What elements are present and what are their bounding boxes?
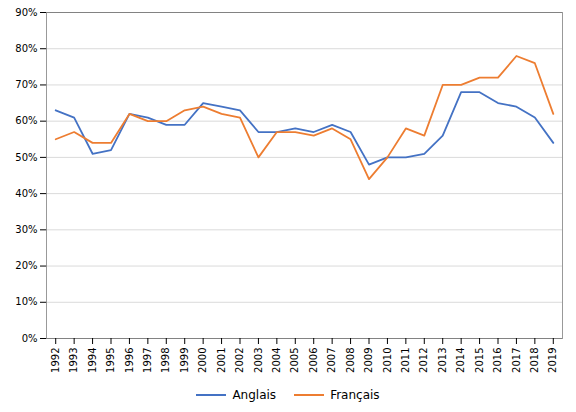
- html-text:Anglais: Anglais: [232, 388, 277, 402]
- svg-text:2010: 2010: [382, 348, 393, 373]
- svg-text:10%: 10%: [15, 296, 37, 307]
- svg-text:2006: 2006: [308, 348, 319, 373]
- svg-text:2001: 2001: [216, 348, 227, 373]
- svg-text:2018: 2018: [529, 348, 540, 373]
- svg-text:2000: 2000: [197, 348, 208, 373]
- svg-text:80%: 80%: [15, 43, 37, 54]
- svg-text:70%: 70%: [15, 79, 37, 90]
- svg-text:2004: 2004: [271, 348, 282, 373]
- svg-text:1995: 1995: [105, 348, 116, 373]
- svg-text:2007: 2007: [326, 348, 337, 373]
- svg-text:2011: 2011: [400, 348, 411, 373]
- svg-text:0%: 0%: [22, 333, 38, 344]
- svg-text:2015: 2015: [474, 348, 485, 373]
- svg-text:2016: 2016: [492, 348, 503, 373]
- svg-text:2019: 2019: [547, 348, 558, 373]
- svg-text:1993: 1993: [68, 348, 79, 373]
- svg-text:90%: 90%: [15, 7, 37, 18]
- svg-text:2008: 2008: [345, 348, 356, 373]
- svg-text:1994: 1994: [87, 348, 98, 373]
- svg-text:60%: 60%: [15, 115, 37, 126]
- svg-text:2012: 2012: [418, 348, 429, 373]
- svg-text:2003: 2003: [253, 348, 264, 373]
- svg-text:2014: 2014: [455, 348, 466, 373]
- svg-text:50%: 50%: [15, 152, 37, 163]
- svg-text:1998: 1998: [160, 348, 171, 373]
- svg-text:2009: 2009: [363, 348, 374, 373]
- svg-text:2002: 2002: [234, 348, 245, 373]
- svg-text:2017: 2017: [511, 348, 522, 373]
- svg-text:1997: 1997: [142, 348, 153, 373]
- svg-text:1999: 1999: [179, 348, 190, 373]
- html-text:Français: Français: [330, 388, 380, 402]
- svg-text:2013: 2013: [437, 348, 448, 373]
- svg-text:40%: 40%: [15, 188, 37, 199]
- svg-text:1996: 1996: [124, 348, 135, 373]
- svg-text:1992: 1992: [50, 348, 61, 373]
- svg-text:30%: 30%: [15, 224, 37, 235]
- svg-text:20%: 20%: [15, 260, 37, 271]
- svg-text:2005: 2005: [289, 348, 300, 373]
